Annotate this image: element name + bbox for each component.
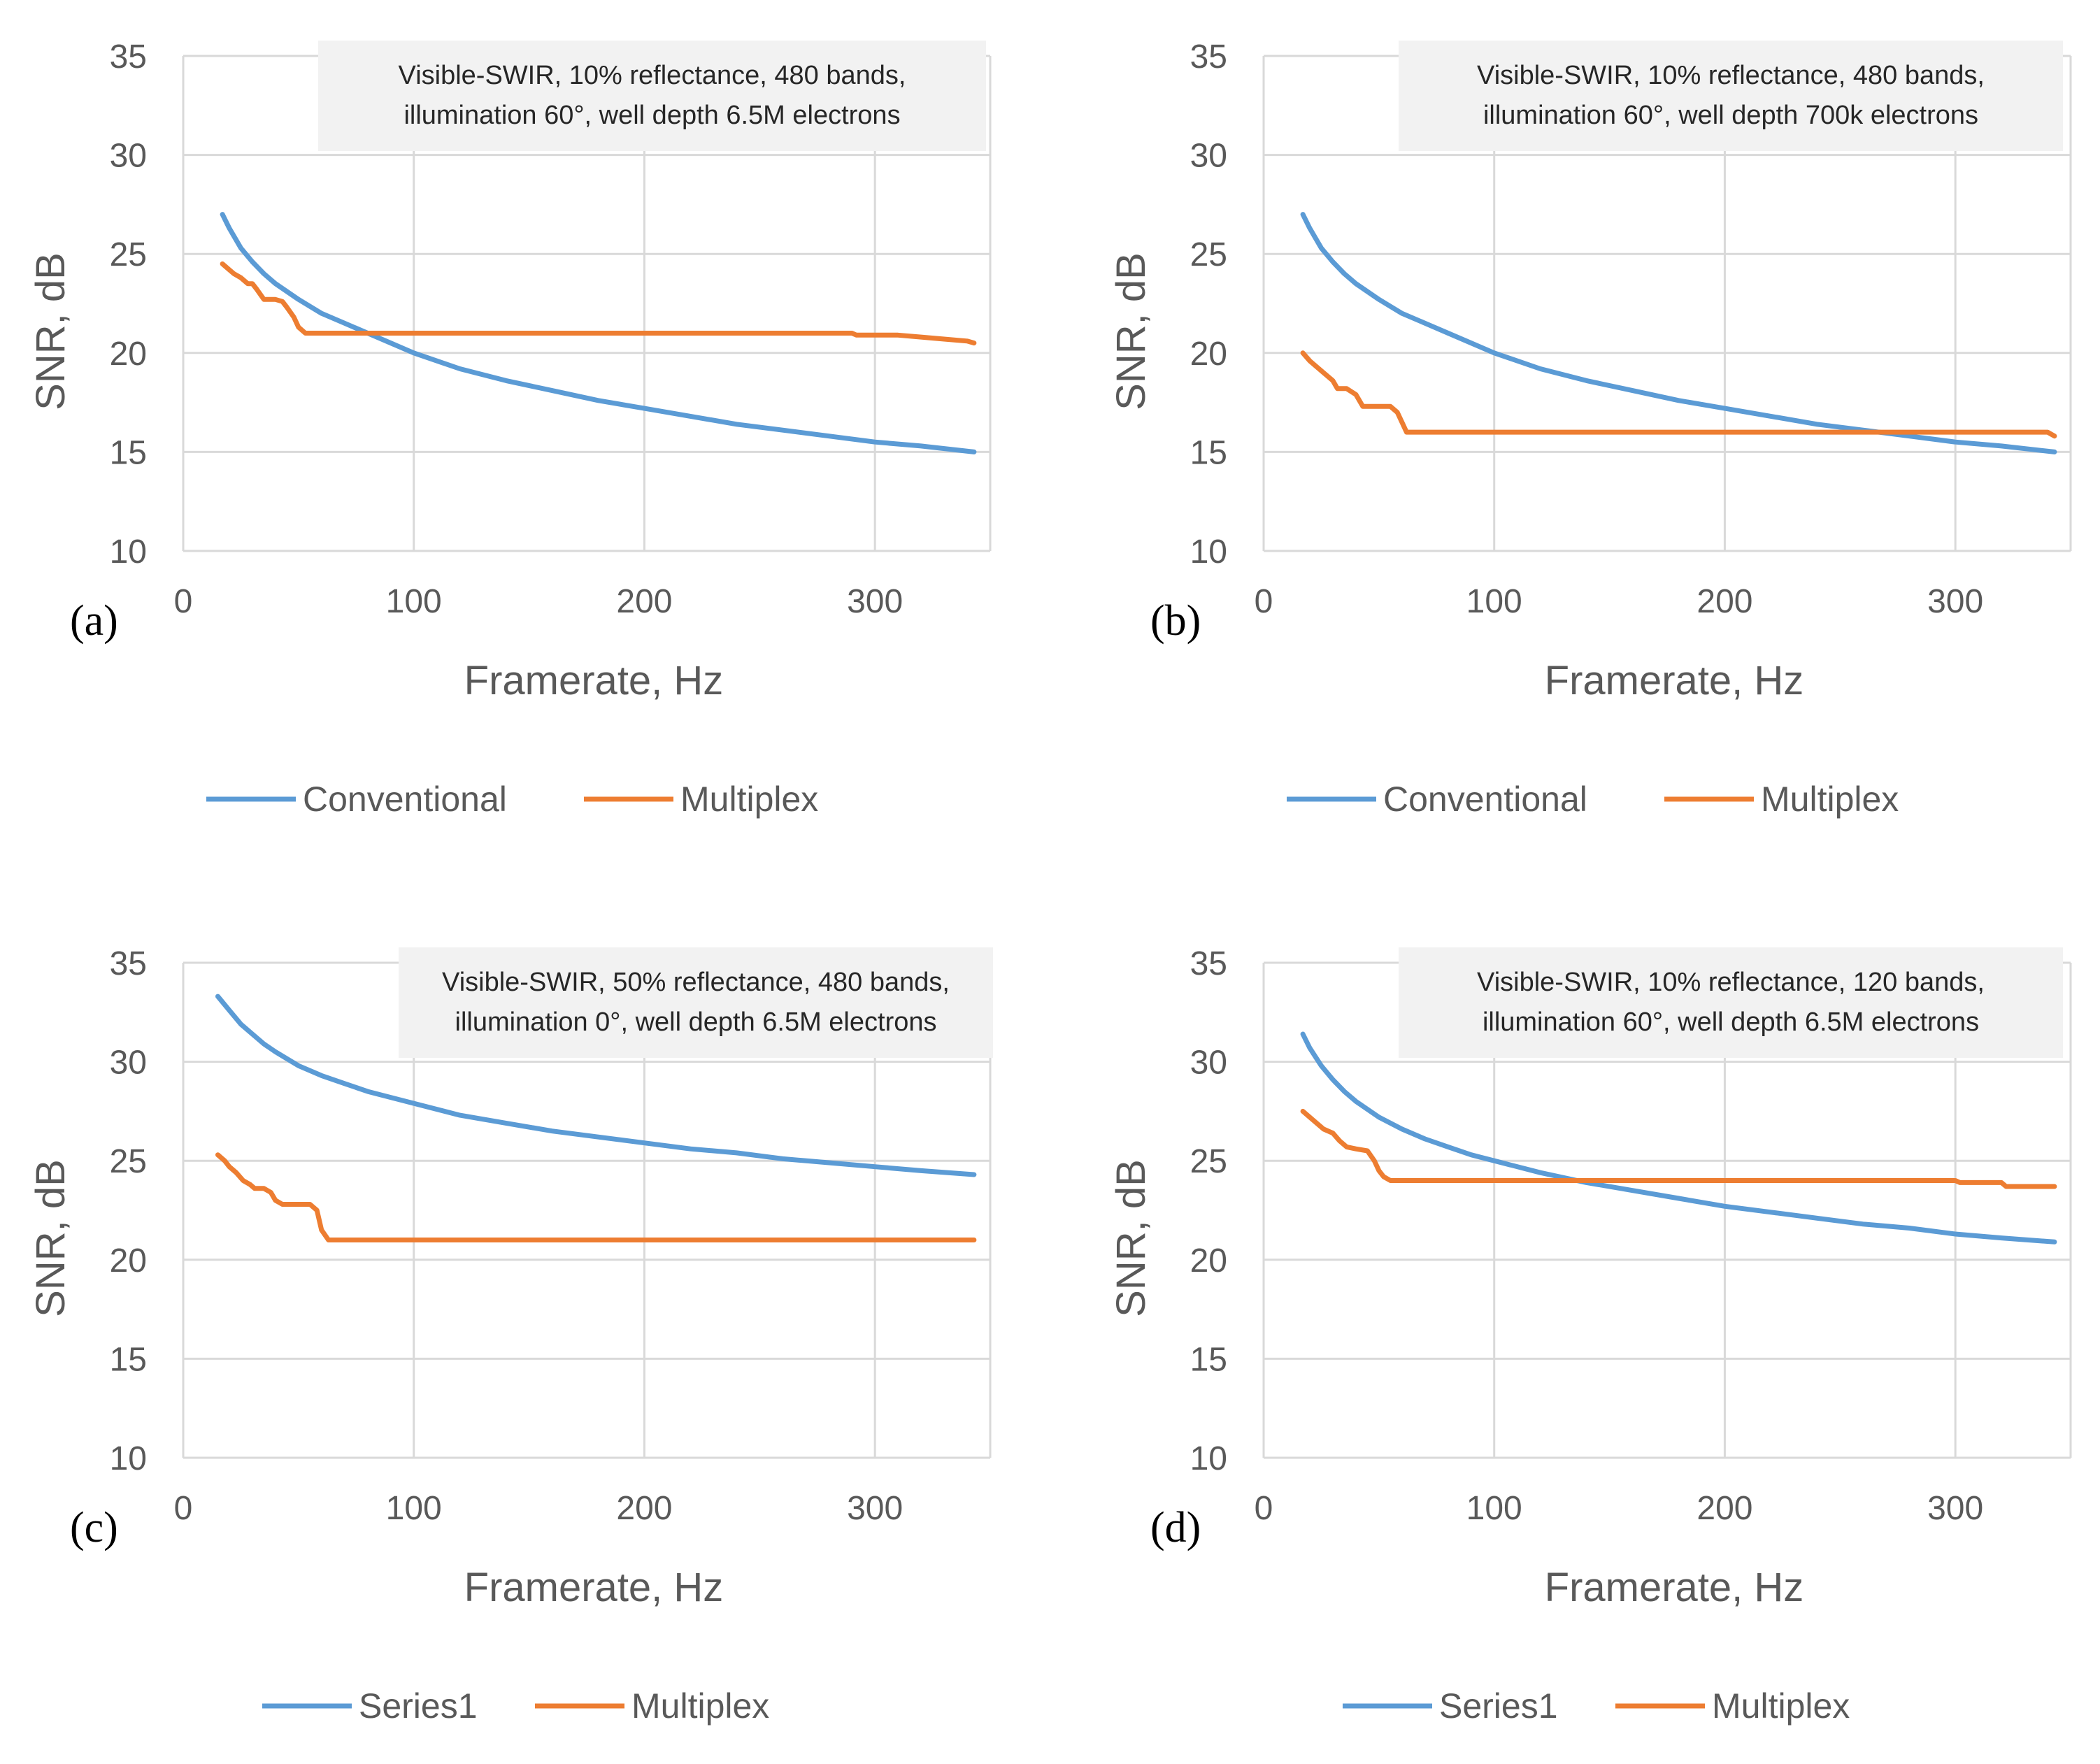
x-tick-label: 300 bbox=[1927, 1490, 1983, 1527]
annotation-box: Visible-SWIR, 50% reflectance, 480 bands… bbox=[399, 947, 993, 1058]
figure: 1015202530350 100 200 300Framerate, HzSNR, … bbox=[0, 0, 2100, 1764]
y-tick-label: 10 bbox=[110, 533, 147, 571]
y-tick-label: 30 bbox=[1190, 1045, 1227, 1082]
legend: Series1 Multiplex bbox=[262, 1686, 769, 1726]
y-tick-label: 30 bbox=[110, 1045, 147, 1082]
y-tick-label: 35 bbox=[110, 38, 147, 76]
legend-label: Conventional bbox=[1383, 780, 1587, 819]
chart-panel-2: 10 15 20 25 30 35 0 100 200 300 Framerate, Hz SNR, … bbox=[1108, 38, 2071, 819]
x-axis-title: Framerate, Hz bbox=[1545, 1565, 1804, 1610]
x-tick-label: 300 bbox=[1927, 583, 1983, 620]
y-tick-label: 20 bbox=[110, 336, 147, 373]
y-tick-label: 35 bbox=[110, 945, 147, 982]
y-tick-label: 20 bbox=[110, 1242, 147, 1279]
y-tick-label: 25 bbox=[110, 236, 147, 273]
annotation-line: illumination 60°, well depth 6.5M electr… bbox=[1483, 1008, 1979, 1037]
annotation-background bbox=[318, 41, 986, 151]
y-tick-label: 15 bbox=[1190, 434, 1227, 471]
x-tick-label: 0 bbox=[174, 1490, 193, 1527]
annotation-line: illumination 60°, well depth 700k electr… bbox=[1483, 101, 1978, 130]
y-tick-label: 15 bbox=[110, 434, 147, 471]
x-tick-label: 300 bbox=[847, 583, 903, 620]
series-line-series1 bbox=[1303, 1034, 2055, 1242]
y-tick-label: 30 bbox=[1190, 138, 1227, 175]
y-tick-label: 15 bbox=[110, 1341, 147, 1378]
x-tick-label: 0 bbox=[1255, 583, 1273, 620]
x-tick-label: 100 bbox=[386, 1490, 442, 1527]
y-tick-label: 25 bbox=[110, 1143, 147, 1180]
legend-label: Multiplex bbox=[1761, 780, 1899, 819]
annotation-background bbox=[399, 947, 993, 1058]
chart-panel-4: 10 15 20 25 30 35 0 100 200 300 Framerate, Hz SNR, … bbox=[1108, 945, 2071, 1726]
annotation-line: Visible-SWIR, 50% reflectance, 480 bands… bbox=[442, 968, 950, 997]
x-tick-label: 100 bbox=[386, 583, 442, 620]
y-tick-label: 10 bbox=[1190, 533, 1227, 571]
annotation-box: Visible-SWIR, 10% reflectance, 120 bands… bbox=[1399, 947, 2063, 1058]
x-axis-title: Framerate, Hz bbox=[464, 1565, 724, 1610]
series-line-multiplex bbox=[1303, 353, 2055, 436]
series-line-multiplex bbox=[1303, 1111, 2055, 1186]
series-line-conventional bbox=[1303, 215, 2055, 452]
annotation-line: illumination 0°, well depth 6.5M electro… bbox=[455, 1008, 937, 1037]
chart-panel-3: 10 15 20 25 30 35 0 100 200 300 Framerate, Hz SNR, … bbox=[28, 945, 993, 1726]
y-tick-label: 35 bbox=[1190, 945, 1227, 982]
legend-label: Conventional bbox=[303, 780, 507, 819]
y-axis-title: SNR, dB bbox=[28, 252, 73, 410]
y-tick-label: 35 bbox=[1190, 38, 1227, 76]
y-tick-label: 10 bbox=[110, 1440, 147, 1477]
panel-label: (c) bbox=[70, 1504, 118, 1551]
x-tick-label: 100 bbox=[1466, 1490, 1522, 1527]
x-tick-label: 300 bbox=[847, 1490, 903, 1527]
y-tick-label: 25 bbox=[1190, 236, 1227, 273]
y-tick-label: 20 bbox=[1190, 1242, 1227, 1279]
legend-label: Multiplex bbox=[680, 780, 818, 819]
annotation-background bbox=[1399, 41, 2063, 151]
y-tick-label: 30 bbox=[110, 138, 147, 175]
x-tick-label: 100 bbox=[1466, 583, 1522, 620]
panel-label: (b) bbox=[1150, 597, 1201, 645]
x-tick-label: 200 bbox=[616, 583, 672, 620]
annotation-background bbox=[1399, 947, 2063, 1058]
y-tick-label: 15 bbox=[1190, 1341, 1227, 1378]
legend: Conventional Multiplex bbox=[206, 780, 818, 819]
x-tick-label: 200 bbox=[1697, 1490, 1752, 1527]
annotation-line: illumination 60°, well depth 6.5M electr… bbox=[403, 101, 900, 130]
legend-label: Series1 bbox=[359, 1686, 478, 1726]
series-line-multiplex bbox=[222, 264, 974, 343]
x-tick-label: 0 bbox=[174, 583, 193, 620]
y-tick-label: 25 bbox=[1190, 1143, 1227, 1180]
annotation-box: Visible-SWIR, 10% reflectance, 480 bands… bbox=[318, 41, 986, 151]
y-axis-title: SNR, dB bbox=[1108, 1159, 1154, 1317]
y-axis-title: SNR, dB bbox=[28, 1159, 73, 1317]
annotation-line: Visible-SWIR, 10% reflectance, 480 bands… bbox=[399, 61, 906, 90]
x-tick-label: 200 bbox=[616, 1490, 672, 1527]
y-tick-label: 10 bbox=[1190, 1440, 1227, 1477]
annotation-line: Visible-SWIR, 10% reflectance, 480 bands… bbox=[1477, 61, 1985, 90]
y-tick-label: 20 bbox=[1190, 336, 1227, 373]
x-axis-title: Framerate, Hz bbox=[1545, 658, 1804, 703]
x-tick-label: 200 bbox=[1697, 583, 1752, 620]
x-tick-label: 0 bbox=[1255, 1490, 1273, 1527]
chart-panel-1: 10 15 20 25 30 35 0 100 200 300 Framerate, Hz SNR, … bbox=[28, 38, 990, 819]
legend: Series1 Multiplex bbox=[1343, 1686, 1850, 1726]
annotation-box: Visible-SWIR, 10% reflectance, 480 bands… bbox=[1399, 41, 2063, 151]
panel-label: (d) bbox=[1150, 1504, 1201, 1551]
legend-label: Multiplex bbox=[1712, 1686, 1850, 1726]
panel-label: (a) bbox=[70, 597, 118, 645]
legend: Conventional Multiplex bbox=[1287, 780, 1899, 819]
legend-label: Multiplex bbox=[631, 1686, 769, 1726]
legend-label: Series1 bbox=[1439, 1686, 1558, 1726]
y-axis-title: SNR, dB bbox=[1108, 252, 1154, 410]
annotation-line: Visible-SWIR, 10% reflectance, 120 bands… bbox=[1477, 968, 1985, 997]
x-axis-title: Framerate, Hz bbox=[464, 658, 724, 703]
